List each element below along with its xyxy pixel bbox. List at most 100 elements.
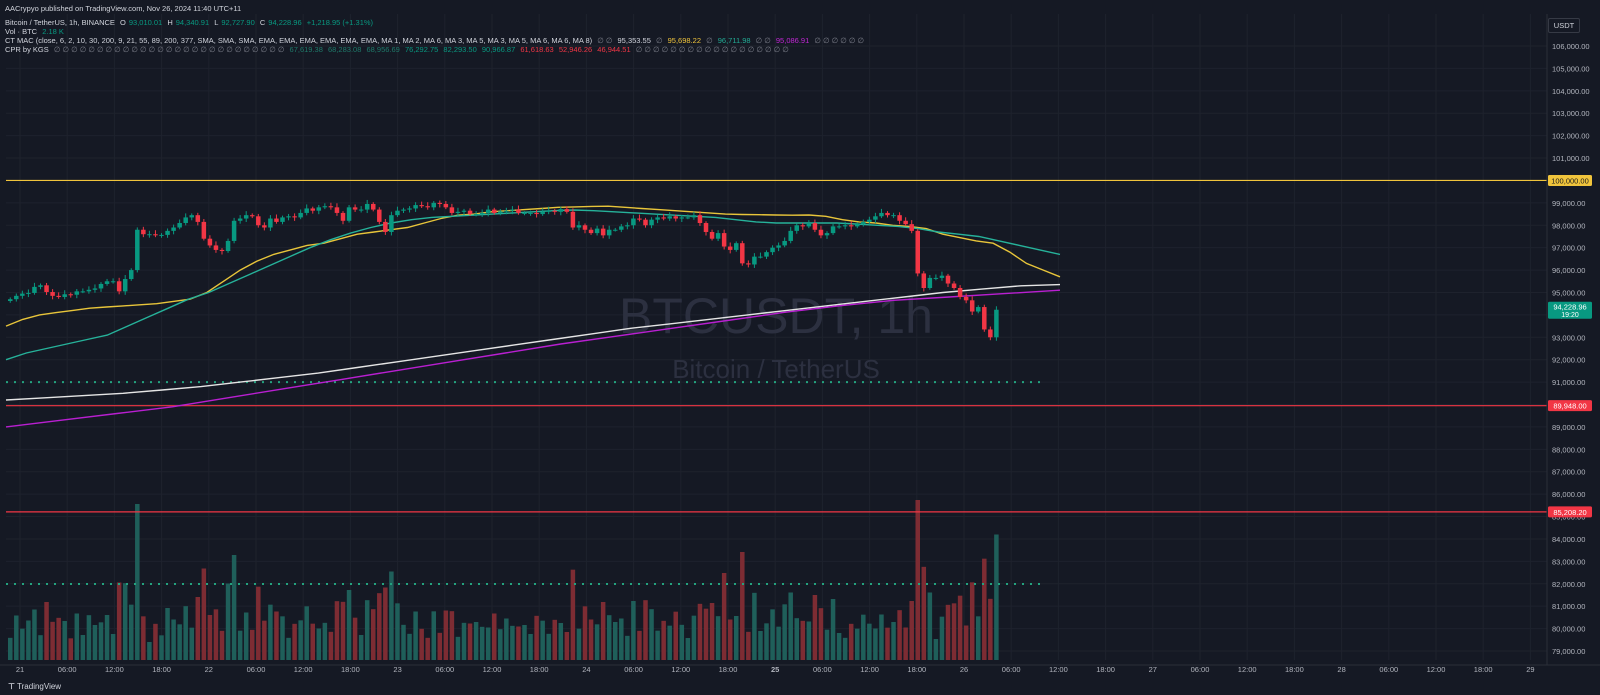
legend-mac-row: CT MAC (close, 6, 2, 10, 30, 200, 9, 21,… xyxy=(5,36,864,45)
volume-bar xyxy=(401,624,406,660)
moving-averages xyxy=(5,205,1061,428)
level-price-tag xyxy=(1548,174,1592,186)
volume-bar xyxy=(649,609,654,660)
volume-bar xyxy=(461,622,467,660)
time-tick-label: 18:00 xyxy=(1285,665,1304,674)
candle-body xyxy=(14,295,19,300)
volume-bar xyxy=(286,637,291,660)
candle-body xyxy=(413,205,418,209)
volume-bar xyxy=(963,625,969,660)
volume-bar xyxy=(171,619,176,660)
time-tick-label: 18:00 xyxy=(719,665,738,674)
volume-bar xyxy=(655,630,660,660)
candle-body xyxy=(68,294,73,296)
candle-body xyxy=(310,208,315,211)
candle-body xyxy=(104,281,110,284)
volume-bar xyxy=(479,626,485,660)
time-tick-label: 06:00 xyxy=(435,665,454,674)
candle-body xyxy=(873,216,878,220)
volume-bar xyxy=(679,624,685,660)
candle-body xyxy=(358,209,364,211)
time-tick-label: 06:00 xyxy=(247,665,266,674)
candle-body xyxy=(110,281,116,283)
volume-bar xyxy=(697,603,703,660)
volume-bar xyxy=(582,606,588,660)
volume-bar xyxy=(219,630,225,660)
legend-mac-label[interactable]: CT MAC (close, 6, 2, 10, 30, 200, 9, 21,… xyxy=(5,36,593,45)
candle-body xyxy=(649,219,654,226)
candle-body xyxy=(50,292,55,296)
legend-symbol[interactable]: Bitcoin / TetherUS, 1h, BINANCE xyxy=(5,18,115,27)
volume-bar xyxy=(292,623,297,660)
volume-bar xyxy=(20,628,25,660)
volume-bar xyxy=(431,611,436,660)
volume-bar xyxy=(68,638,73,660)
legend-volume-row: Vol · BTC 2.18 K xyxy=(5,27,67,36)
volume-bar xyxy=(189,627,194,660)
volume-bar xyxy=(201,568,207,660)
price-tick-label: 88,000.00 xyxy=(1552,445,1585,454)
volume-bar xyxy=(443,610,449,660)
volume-bar xyxy=(861,614,866,660)
volume-bar xyxy=(407,633,412,660)
candle-body xyxy=(546,210,551,212)
volume-bar xyxy=(619,618,624,660)
price-tick-label: 103,000.00 xyxy=(1552,109,1590,118)
volume-bar xyxy=(848,623,854,660)
candle-body xyxy=(824,233,830,236)
volume-bar xyxy=(873,628,878,660)
legend-volume-label[interactable]: Vol · BTC xyxy=(5,27,38,36)
volume-bar xyxy=(280,616,285,660)
candle-body xyxy=(625,225,630,227)
tradingview-brand: ⊤ TradingView xyxy=(8,682,61,691)
time-axis[interactable]: 21 06:00 12:00 18:00 22 06:00 12:00 18:00 23 06:0… xyxy=(0,664,1600,674)
volume-bar xyxy=(867,623,872,660)
volume-bar xyxy=(129,604,134,660)
candle-body xyxy=(667,216,672,219)
time-tick-label: 18:00 xyxy=(341,665,360,674)
price-tick-label: 97,000.00 xyxy=(1552,244,1585,253)
volume-bar xyxy=(504,618,509,660)
legend-cpr-label[interactable]: CPR by KGS xyxy=(5,45,49,54)
candle-body xyxy=(250,215,255,217)
candle-body xyxy=(891,215,896,217)
volume-bar xyxy=(98,622,104,660)
volume-bar xyxy=(231,555,237,660)
candle-body xyxy=(516,209,521,213)
volume-bar xyxy=(691,615,697,660)
volume-bar xyxy=(492,613,497,660)
price-tick-label: 80,000.00 xyxy=(1552,625,1585,634)
time-tick-label: 23 xyxy=(393,665,401,674)
price-tick-label: 104,000.00 xyxy=(1552,87,1590,96)
candle-body xyxy=(855,224,860,227)
volume-bar xyxy=(824,629,830,660)
volume-bar xyxy=(437,632,443,660)
candle-body xyxy=(473,214,479,216)
volume-bar xyxy=(812,595,818,660)
candle-body xyxy=(74,291,80,295)
candle-body xyxy=(794,225,799,231)
candle-body xyxy=(576,225,582,228)
volume-bar xyxy=(147,642,152,660)
volume-bar xyxy=(334,601,340,660)
time-tick-label: 25 xyxy=(771,665,779,674)
candle-body xyxy=(957,288,963,297)
candle-body xyxy=(316,207,322,211)
candle-body xyxy=(292,216,297,218)
candle-body xyxy=(588,229,594,234)
time-tick-label: 12:00 xyxy=(671,665,690,674)
level-price-tag xyxy=(1548,400,1592,412)
candle-body xyxy=(606,229,612,236)
level-price-tag-label: 89,948.00 xyxy=(1553,402,1586,411)
volume-bar xyxy=(534,615,539,660)
candle-body xyxy=(740,243,745,264)
time-tick-label: 06:00 xyxy=(1191,665,1210,674)
currency-selector[interactable]: USDT xyxy=(1548,18,1580,33)
candle-body xyxy=(171,227,176,231)
candle-body xyxy=(213,245,219,250)
volume-bar xyxy=(758,631,763,660)
time-tick-label: 06:00 xyxy=(813,665,832,674)
candle-body xyxy=(709,231,715,239)
